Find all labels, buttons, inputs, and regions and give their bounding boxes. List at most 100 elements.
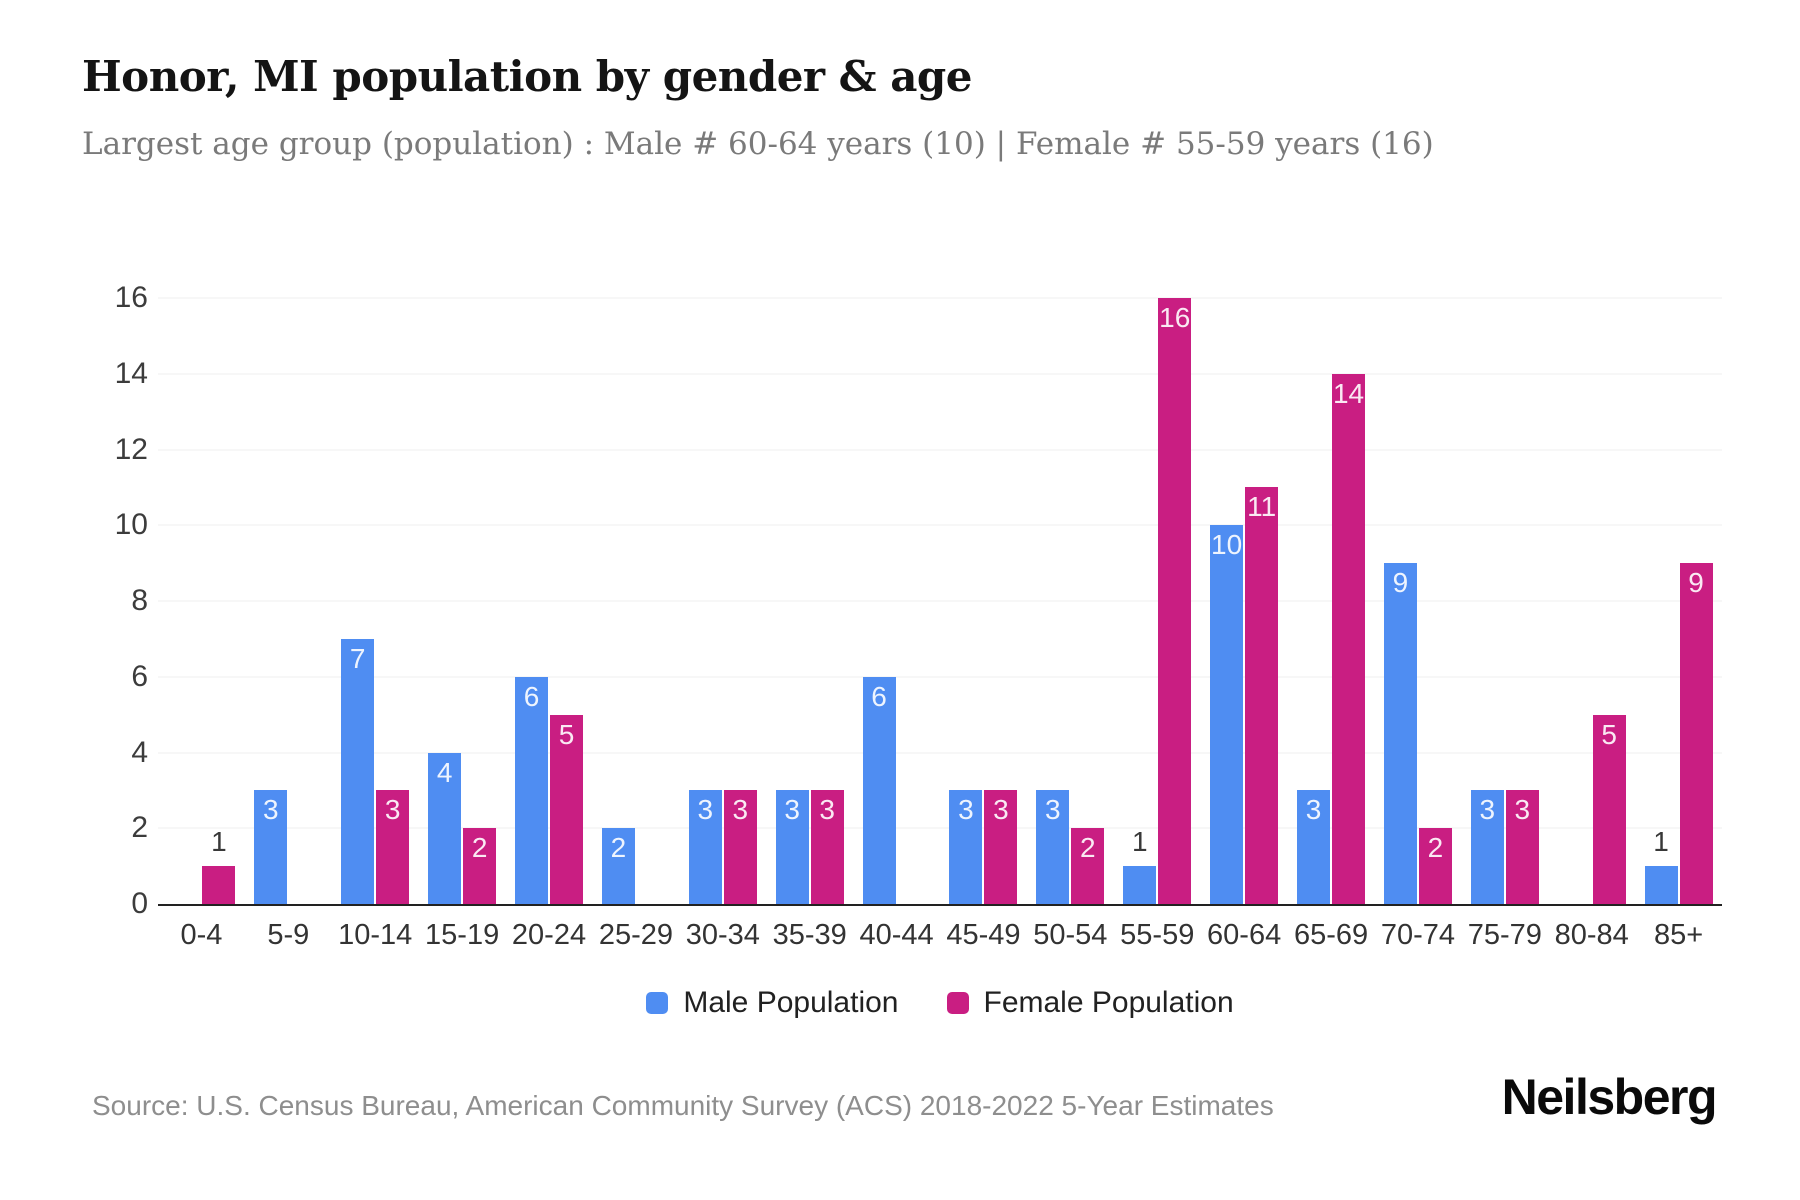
y-tick-label: 4 [131, 735, 148, 769]
bar-value-label: 4 [436, 756, 453, 788]
legend-item-male-population[interactable]: Male Population [646, 986, 899, 1020]
x-tick-label: 15-19 [425, 919, 500, 951]
legend: Male Population Female Population [158, 986, 1722, 1020]
bar-group-85+: 1 9 85+ [1635, 298, 1722, 951]
y-tick-label: 12 [114, 432, 148, 466]
bar-value-label: 2 [610, 832, 627, 864]
bar-value-label: 3 [1045, 794, 1061, 826]
bar-male-55-59[interactable]: 1 [1123, 828, 1157, 904]
bar-female-45-49[interactable]: 3 [984, 790, 1018, 904]
bar-female-20-24[interactable]: 5 [550, 714, 583, 904]
x-tick-label: 70-74 [1380, 919, 1455, 951]
bar-pair: 5 [1548, 298, 1635, 904]
bar-male-85+[interactable]: 1 [1644, 828, 1678, 904]
y-tick-label: 16 [114, 281, 148, 314]
bar-group-40-44: 6 40-44 [853, 298, 940, 951]
x-tick-label: 0-4 [180, 919, 223, 951]
bar-value-label: 5 [1601, 718, 1617, 750]
legend-swatch [646, 992, 669, 1014]
x-tick-label: 25-29 [598, 919, 673, 951]
bar-group-0-4: 1 0-4 [158, 298, 245, 951]
bar-male-35-39[interactable]: 3 [775, 790, 809, 904]
bar-male-50-54[interactable]: 3 [1036, 790, 1070, 904]
gridline [158, 449, 1722, 450]
bar-female-85+[interactable]: 9 [1679, 563, 1713, 904]
bar-female-15-19[interactable]: 2 [463, 828, 497, 904]
y-axis: 0 2 4 6 8 10 12 14 16 [60, 283, 148, 919]
bar-female-0-4[interactable]: 1 [202, 828, 236, 904]
bar-value-label: 3 [784, 794, 800, 826]
bar-female-65-69[interactable]: 14 [1332, 373, 1366, 904]
bar-male-20-24[interactable]: 6 [515, 676, 548, 904]
bar-male-70-74[interactable]: 9 [1383, 563, 1417, 904]
gridline [158, 676, 1722, 678]
bar-male-65-69[interactable]: 3 [1297, 790, 1331, 904]
bar-value-label: 3 [1305, 794, 1322, 826]
bar-female-75-79[interactable]: 3 [1505, 790, 1539, 904]
x-tick-label: 50-54 [1033, 919, 1108, 951]
y-tick-label: 2 [131, 811, 148, 845]
bar-value-label: 1 [1131, 826, 1148, 858]
bar-female-70-74[interactable]: 2 [1418, 828, 1452, 904]
bar-female-30-34[interactable]: 3 [723, 790, 757, 904]
bar-group-75-79: 3 3 75-79 [1461, 298, 1548, 951]
bar-pair: 1 16 [1114, 298, 1201, 904]
x-tick-label: 75-79 [1467, 919, 1542, 951]
bar-group-80-84: 5 80-84 [1548, 298, 1635, 951]
bar-male-45-49[interactable]: 3 [949, 790, 983, 904]
plot-area: 1 0-4 3 5-9 7 3 10-14 4 2 15-19 6 5 20-24 2 25-29 3 3 30-… [158, 297, 1722, 951]
y-tick-label: 6 [131, 659, 148, 693]
bar-value-label: 3 [697, 794, 714, 826]
bar-male-60-64[interactable]: 10 [1210, 525, 1244, 904]
bar-male-30-34[interactable]: 3 [688, 790, 722, 904]
x-tick-label: 5-9 [267, 919, 310, 951]
bar-group-35-39: 3 3 35-39 [766, 298, 853, 951]
bar-female-60-64[interactable]: 11 [1245, 487, 1279, 904]
bar-value-label: 7 [349, 642, 366, 674]
x-tick-label: 85+ [1653, 919, 1704, 951]
bar-value-label: 16 [1159, 302, 1191, 333]
legend-label: Female Population [983, 986, 1234, 1019]
bar-female-50-54[interactable]: 2 [1071, 828, 1105, 904]
bar-female-80-84[interactable]: 5 [1592, 714, 1626, 904]
bar-value-label: 2 [1080, 832, 1096, 864]
bar-male-15-19[interactable]: 4 [428, 752, 462, 904]
bar-value-label: 5 [558, 718, 575, 750]
bar-male-40-44[interactable]: 6 [862, 676, 896, 904]
bar-male-10-14[interactable]: 7 [341, 638, 375, 904]
bar-male-5-9[interactable]: 3 [254, 790, 288, 904]
legend-item-female-population[interactable]: Female Population [946, 986, 1234, 1020]
bar-pair: 6 [853, 298, 940, 904]
bar-value-label: 3 [263, 794, 279, 826]
bar-value-label: 3 [732, 794, 749, 826]
bar-male-25-29[interactable]: 2 [601, 828, 635, 904]
bar-group-25-29: 2 25-29 [592, 298, 679, 951]
bar-group-65-69: 3 14 65-69 [1288, 298, 1375, 951]
bar-group-10-14: 7 3 10-14 [332, 298, 419, 951]
bar-group-60-64: 10 11 60-64 [1201, 298, 1288, 951]
gridline [158, 524, 1722, 526]
bar-male-75-79[interactable]: 3 [1470, 790, 1504, 904]
bar-value-label: 3 [1479, 794, 1496, 826]
bar-female-10-14[interactable]: 3 [376, 790, 410, 904]
bar-pair: 2 [592, 298, 679, 904]
x-tick-label: 40-44 [859, 919, 934, 951]
bar-pair: 3 14 [1288, 298, 1375, 904]
bar-female-55-59[interactable]: 16 [1158, 298, 1192, 904]
bar-female-35-39[interactable]: 3 [810, 790, 844, 904]
x-tick-label: 35-39 [772, 919, 847, 951]
bar-value-label: 3 [384, 794, 401, 826]
bar-value-label: 2 [471, 832, 488, 864]
bar-value-label: 14 [1332, 377, 1365, 409]
bar-group-45-49: 3 3 45-49 [940, 298, 1027, 951]
gridline [158, 600, 1722, 602]
